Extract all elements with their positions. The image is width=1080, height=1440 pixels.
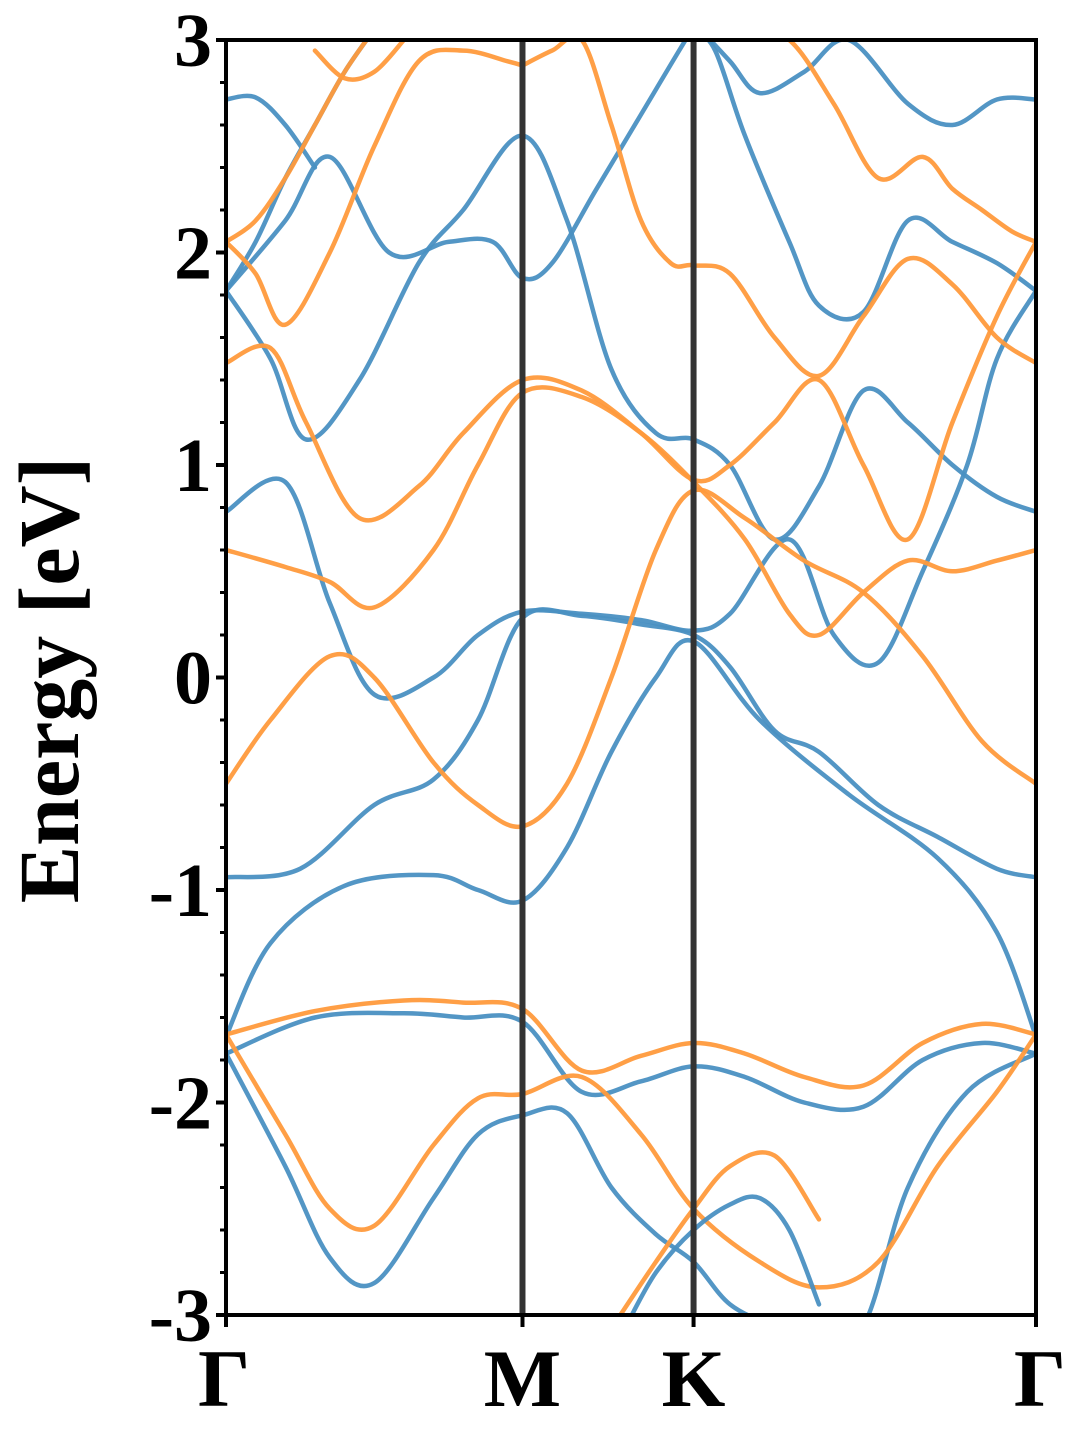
- band-line-spin_up-7: [705, 40, 1036, 322]
- y-tick-label: 0: [174, 637, 212, 721]
- band-line-spin_up-3: [226, 607, 1036, 880]
- band-line-spin_up-1: [226, 1010, 1036, 1113]
- band-line-spin_down-13: [226, 487, 1036, 830]
- y-axis-ticks: -3 -2 -1 0 1 2 3: [149, 0, 226, 1358]
- y-axis-title: Energy [eV]: [1, 457, 97, 904]
- band-line-spin_down-12: [226, 997, 1036, 1090]
- band-line-spin_up-9: [226, 93, 318, 170]
- band-line-spin_up-10: [707, 40, 1036, 128]
- x-tick-label: Γ: [1014, 1333, 1066, 1424]
- y-tick-label: -2: [149, 1062, 212, 1146]
- band-line-spin_down-18: [226, 40, 370, 245]
- band-line-spin_down-17: [520, 40, 1036, 379]
- band-line-spin_down-22: [618, 1150, 822, 1315]
- band-line-spin_up-21: [629, 1194, 822, 1315]
- band-lines: [226, 40, 1036, 1315]
- x-tick-label: M: [484, 1333, 561, 1424]
- band-line-spin_down-11: [226, 1032, 1036, 1290]
- y-tick-label: -1: [149, 849, 212, 933]
- y-tick-label: 1: [174, 424, 212, 508]
- x-tick-label: K: [662, 1333, 726, 1424]
- band-line-spin_down-19: [785, 40, 1036, 245]
- high-symmetry-lines: [519, 40, 697, 1315]
- y-tick-label: 2: [174, 212, 212, 296]
- band-line-spin_down-15: [226, 239, 1036, 543]
- band-line-spin_up-5: [226, 133, 1036, 542]
- x-tick-label: Γ: [198, 1333, 250, 1424]
- band-line-spin_up-6: [226, 40, 689, 294]
- band-line-spin_up-8: [226, 40, 370, 294]
- band-line-spin_down-20: [312, 40, 407, 82]
- band-line-spin_down-16: [226, 47, 525, 327]
- band-line-spin_up-0: [226, 1051, 1036, 1315]
- y-tick-label: -3: [149, 1274, 212, 1358]
- band-line-spin_up-2: [226, 637, 1036, 1039]
- y-tick-label: 3: [174, 0, 212, 83]
- band-line-spin_up-4: [226, 288, 1036, 701]
